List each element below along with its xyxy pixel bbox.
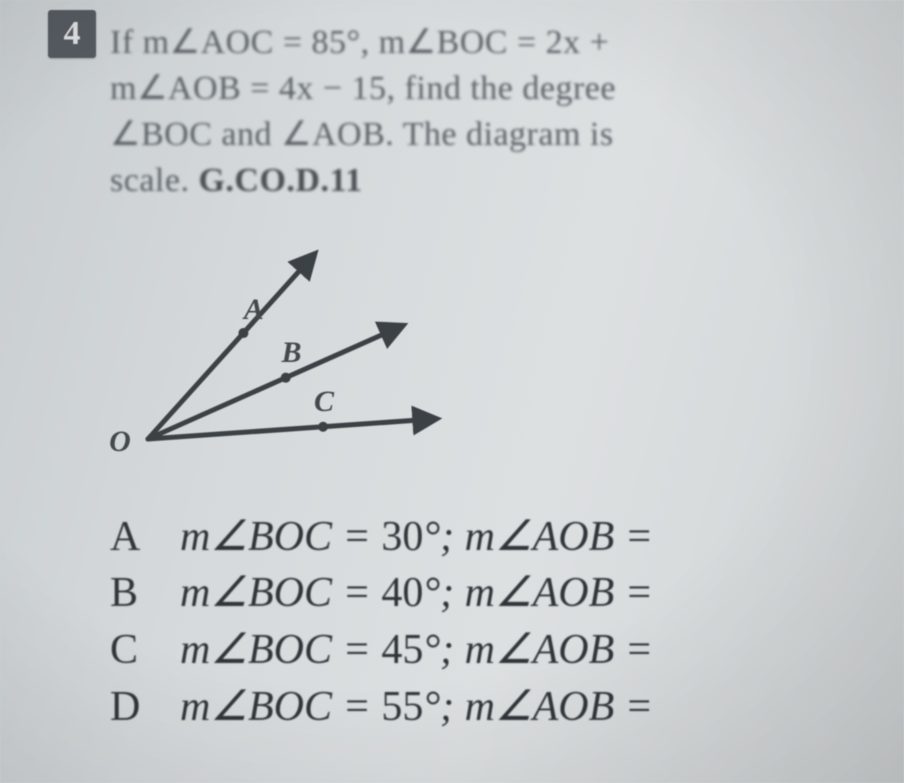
choice-letter: D (110, 679, 180, 736)
stem-line: ∠BOC and ∠AOB. The diagram is (110, 112, 874, 158)
question-stem: If m∠AOC = 85°, m∠BOC = 2x + m∠AOB = 4x … (110, 20, 874, 204)
choice-text: m∠BOC = 45°; m∠AOB = (180, 622, 653, 679)
question-number: 4 (64, 15, 81, 53)
choice-letter: B (110, 565, 180, 622)
svg-text:A: A (242, 293, 264, 326)
choice-text: m∠BOC = 40°; m∠AOB = (180, 565, 653, 622)
choice-row: C m∠BOC = 45°; m∠AOB = (110, 622, 874, 679)
answer-choices: A m∠BOC = 30°; m∠AOB = B m∠BOC = 40°; m∠… (110, 509, 874, 736)
stem-line: scale. G.CO.D.11 (110, 158, 874, 204)
choice-row: A m∠BOC = 30°; m∠AOB = (110, 509, 874, 566)
choice-letter: A (110, 509, 180, 566)
standard-code: G.CO.D.11 (198, 162, 362, 199)
angle-diagram-svg: ABC O (90, 244, 510, 474)
svg-text:C: C (314, 384, 335, 417)
choice-text: m∠BOC = 55°; m∠AOB = (180, 679, 653, 736)
stem-line: m∠AOB = 4x − 15, find the degree (110, 66, 874, 112)
svg-text:O: O (109, 425, 131, 458)
question-number-badge: 4 (48, 10, 96, 58)
choice-row: B m∠BOC = 40°; m∠AOB = (110, 565, 874, 622)
diagram: ABC O (90, 244, 874, 479)
choice-letter: C (110, 622, 180, 679)
svg-text:B: B (280, 336, 301, 369)
page: 4 If m∠AOC = 85°, m∠BOC = 2x + m∠AOB = 4… (0, 0, 904, 783)
choice-text: m∠BOC = 30°; m∠AOB = (180, 509, 653, 566)
stem-line: If m∠AOC = 85°, m∠BOC = 2x + (110, 20, 874, 66)
choice-row: D m∠BOC = 55°; m∠AOB = (110, 679, 874, 736)
